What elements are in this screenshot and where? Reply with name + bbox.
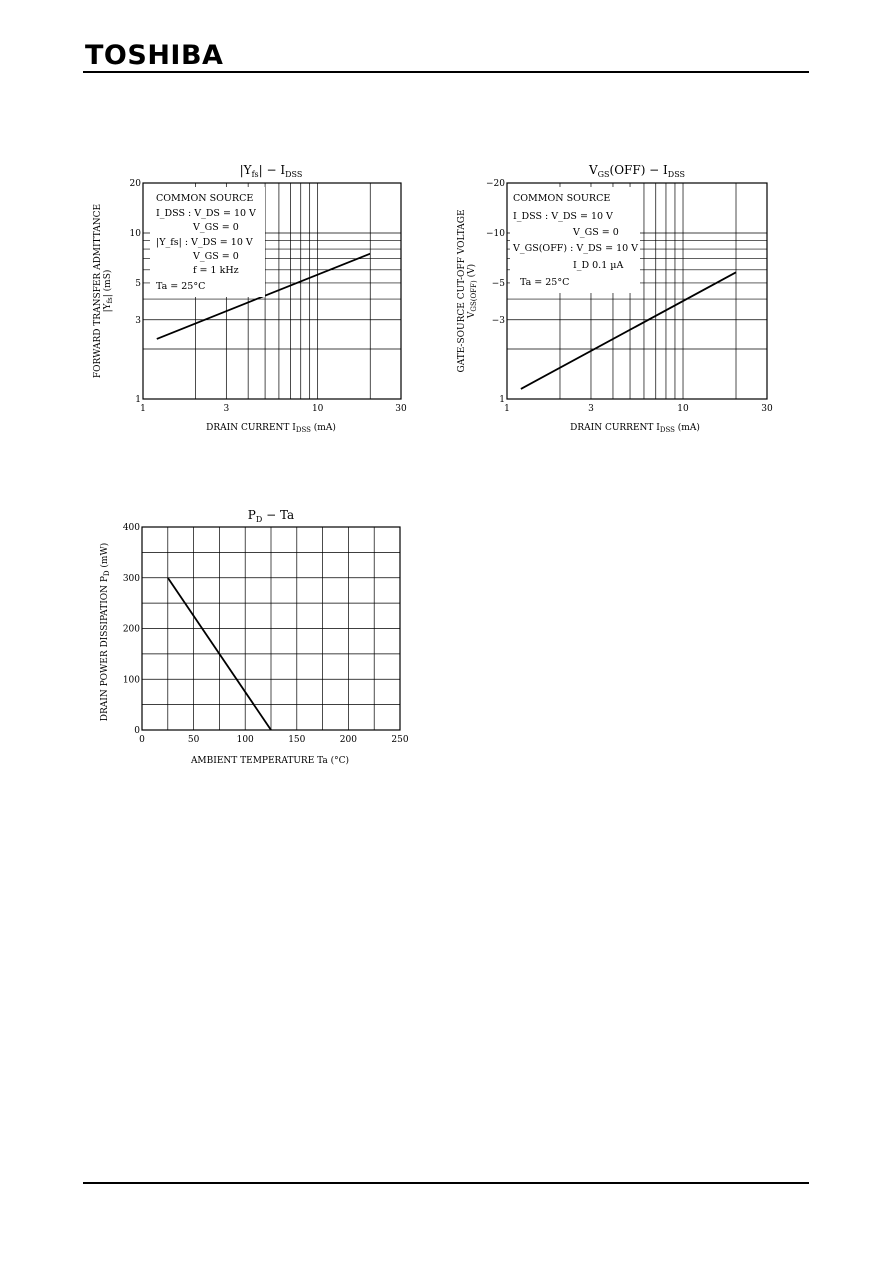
x-tick-label: 3	[223, 404, 229, 414]
y-tick-label: 5	[135, 279, 141, 289]
chart3-y-axis-label: DRAIN POWER DISSIPATION PD (mW)	[99, 543, 111, 721]
y-tick-label: 20	[130, 179, 142, 189]
chart-pd-ta: PD − Ta 0 50 100 150 200 250 0 100 200 300 400 AM…	[99, 508, 409, 766]
chart1-cond-0: COMMON SOURCE	[156, 193, 253, 204]
y-tick-label: 0	[134, 726, 140, 736]
chart2-plot-frame	[506, 182, 768, 400]
chart3-title: PD − Ta	[248, 508, 294, 524]
x-tick-label: 100	[237, 735, 254, 745]
chart2-cond-5: Ta = 25°C	[520, 277, 569, 288]
chart1-conditions-box	[150, 187, 265, 297]
chart2-conditions-box	[510, 187, 640, 293]
chart2-x-axis-label: DRAIN CURRENT IDSS (mA)	[570, 422, 700, 434]
chart1-y-axis-label: FORWARD TRANSFER ADMITTANCE	[93, 204, 103, 378]
y-tick-label: −5	[492, 279, 506, 289]
chart-yfs-idss: |Yfs| − IDSS 1 3 10 30 1 3 5 10 20 DRAIN CURREN…	[93, 163, 407, 434]
y-tick-label: 400	[123, 523, 140, 533]
y-tick-label: −10	[486, 229, 505, 239]
chart2-cond-1: I_DSS : V_DS = 10 V	[513, 211, 613, 222]
toshiba-logo: TOSHIBA	[85, 40, 224, 71]
chart3-series-line	[167, 577, 272, 731]
chart1-x-axis-label: DRAIN CURRENT IDSS (mA)	[206, 422, 336, 434]
chart1-cond-2: V_GS = 0	[192, 222, 239, 233]
chart2-title: VGS(OFF) − IDSS	[588, 163, 685, 179]
chart1-cond-6: Ta = 25°C	[156, 281, 205, 292]
y-tick-label: 100	[123, 675, 140, 685]
chart-vgsoff-idss: VGS(OFF) − IDSS 1 3 10 30 1 −3 −5 −10 −20 DRAIN…	[457, 163, 773, 434]
y-tick-label: 300	[123, 574, 140, 584]
x-tick-label: 10	[677, 404, 689, 414]
footer-rule	[83, 1182, 809, 1184]
chart1-plot-frame	[142, 182, 402, 400]
y-tick-label: 1	[499, 395, 505, 405]
x-tick-label: 50	[188, 735, 200, 745]
chart2-cond-0: COMMON SOURCE	[513, 193, 610, 204]
chart2-cond-2: V_GS = 0	[572, 227, 619, 238]
chart2-cond-3: V_GS(OFF) : V_DS = 10 V	[512, 243, 638, 254]
x-tick-label: 10	[312, 404, 324, 414]
chart2-y-axis-symbol: VGS(OFF) (V)	[466, 264, 478, 319]
y-tick-label: −3	[492, 316, 506, 326]
chart2-series-line	[520, 271, 737, 390]
chart2-cond-4: I_D 0.1 µA	[573, 260, 623, 271]
x-tick-label: 1	[504, 404, 510, 414]
x-tick-label: 0	[139, 735, 145, 745]
y-tick-label: 200	[123, 625, 140, 635]
chart1-cond-3: |Y_fs| : V_DS = 10 V	[156, 237, 253, 248]
x-tick-label: 200	[340, 735, 357, 745]
chart1-cond-1: I_DSS : V_DS = 10 V	[156, 208, 256, 219]
x-tick-label: 3	[588, 404, 594, 414]
chart1-cond-5: f = 1 kHz	[193, 265, 239, 276]
chart1-title: |Yfs| − IDSS	[240, 163, 303, 179]
y-tick-label: 3	[135, 316, 141, 326]
header-rule	[83, 71, 809, 73]
x-tick-label: 30	[395, 404, 407, 414]
y-tick-label: 1	[135, 395, 141, 405]
y-tick-label: 10	[130, 229, 142, 239]
x-tick-label: 1	[140, 404, 146, 414]
chart1-y-axis-symbol: |Yfs| (mS)	[102, 270, 114, 313]
chart3-x-axis-label: AMBIENT TEMPERATURE Ta (°C)	[190, 755, 349, 766]
chart1-cond-4: V_GS = 0	[192, 251, 239, 262]
y-tick-label: −20	[486, 179, 505, 189]
chart2-y-axis-label: GATE-SOURCE CUT-OFF VOLTAGE	[457, 209, 467, 372]
x-tick-label: 150	[288, 735, 305, 745]
x-tick-label: 250	[391, 735, 408, 745]
x-tick-label: 30	[761, 404, 773, 414]
